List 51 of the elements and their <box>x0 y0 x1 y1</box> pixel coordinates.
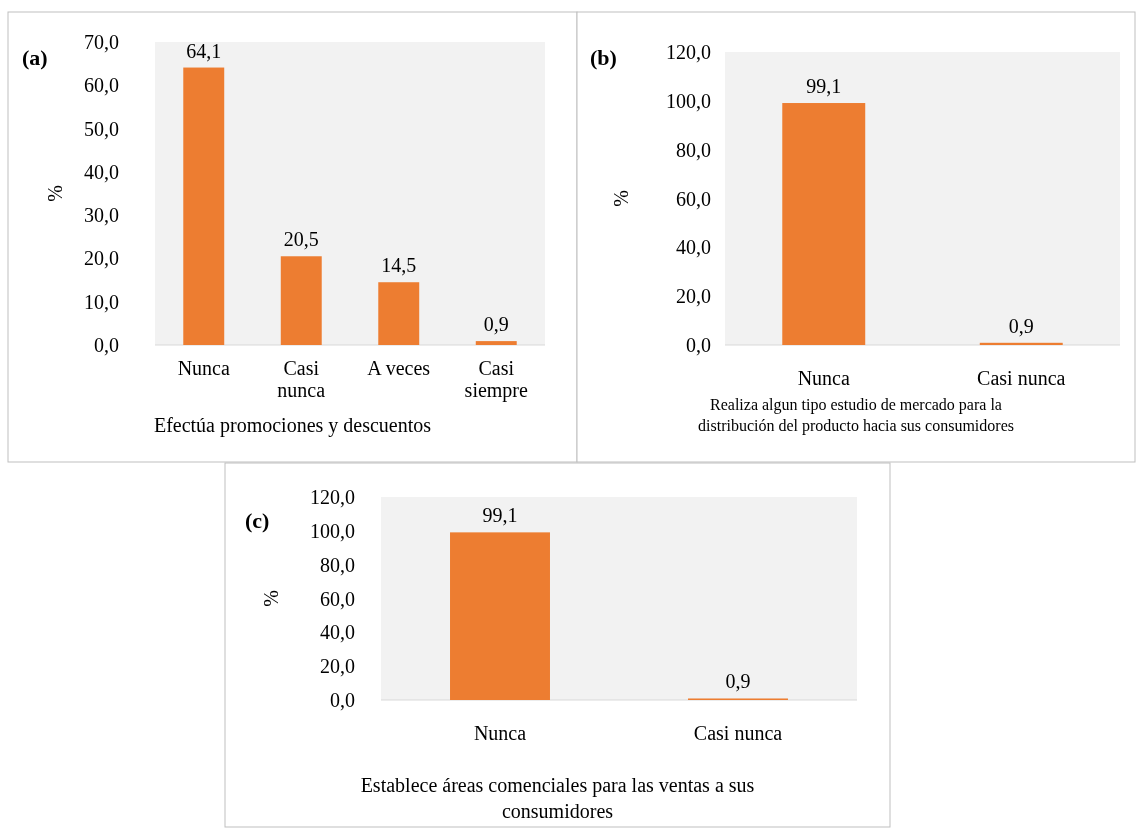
x-tick-label: Casi siempre <box>464 357 529 402</box>
y-tick-label: 0,0 <box>94 334 119 356</box>
x-tick-label: Nunca <box>797 367 850 389</box>
y-tick-label: 60,0 <box>676 187 711 210</box>
y-axis-title: % <box>610 190 632 207</box>
data-label: 0,9 <box>725 670 751 693</box>
y-tick-label: 120,0 <box>310 486 355 508</box>
data-label: 0,9 <box>1008 314 1034 337</box>
x-tick-label: Nunca <box>473 722 527 744</box>
data-label: 0,9 <box>483 313 509 336</box>
y-tick-label: 0,0 <box>686 334 711 356</box>
x-axis-title: Establece áreas comenciales para las ventas a sus consumidores <box>360 774 755 822</box>
data-label: 20,5 <box>283 228 319 251</box>
text: (a) <box>22 45 48 70</box>
data-label: 99,1 <box>806 75 842 98</box>
y-tick-label: 30,0 <box>84 204 119 227</box>
bar <box>378 282 420 345</box>
y-axis-title: % <box>44 185 66 202</box>
y-tick-label: 20,0 <box>676 285 711 308</box>
y-tick-label: 40,0 <box>320 621 355 644</box>
x-tick-label: Casi nunca <box>977 367 1066 389</box>
x-tick-label: A veces <box>367 357 431 379</box>
y-tick-label: 40,0 <box>84 160 119 183</box>
y-tick-label: 70,0 <box>84 31 119 53</box>
data-label: 14,5 <box>381 254 417 277</box>
y-tick-label: 0,0 <box>330 689 355 711</box>
x-tick-label: Casi nunca <box>277 357 326 401</box>
y-tick-label: 120,0 <box>666 41 711 63</box>
text: (b) <box>590 45 617 70</box>
y-tick-label: 60,0 <box>320 587 355 610</box>
y-tick-label: 100,0 <box>666 89 711 112</box>
y-tick-label: 60,0 <box>84 74 119 97</box>
text: (c) <box>245 508 270 533</box>
y-tick-label: 10,0 <box>84 290 119 313</box>
bar <box>183 67 225 345</box>
y-tick-label: 80,0 <box>320 553 355 576</box>
y-axis-title: % <box>260 590 282 607</box>
y-tick-label: 20,0 <box>84 247 119 270</box>
x-tick-label: Casi nunca <box>693 722 783 744</box>
bar <box>475 341 517 345</box>
x-tick-label: Nunca <box>177 357 230 379</box>
y-tick-label: 80,0 <box>676 138 711 161</box>
y-tick-label: 100,0 <box>310 519 355 542</box>
x-axis-title: Realiza algun tipo estudio de mercado para la distribución del producto hacia sus consumidores <box>698 396 1014 435</box>
data-label: 99,1 <box>482 504 518 527</box>
y-tick-label: 50,0 <box>84 117 119 140</box>
data-label: 64,1 <box>186 39 222 62</box>
x-axis-title: Efectúa promociones y descuentos <box>153 414 432 437</box>
y-tick-label: 40,0 <box>676 236 711 259</box>
y-tick-label: 20,0 <box>320 655 355 678</box>
bar <box>280 256 322 345</box>
